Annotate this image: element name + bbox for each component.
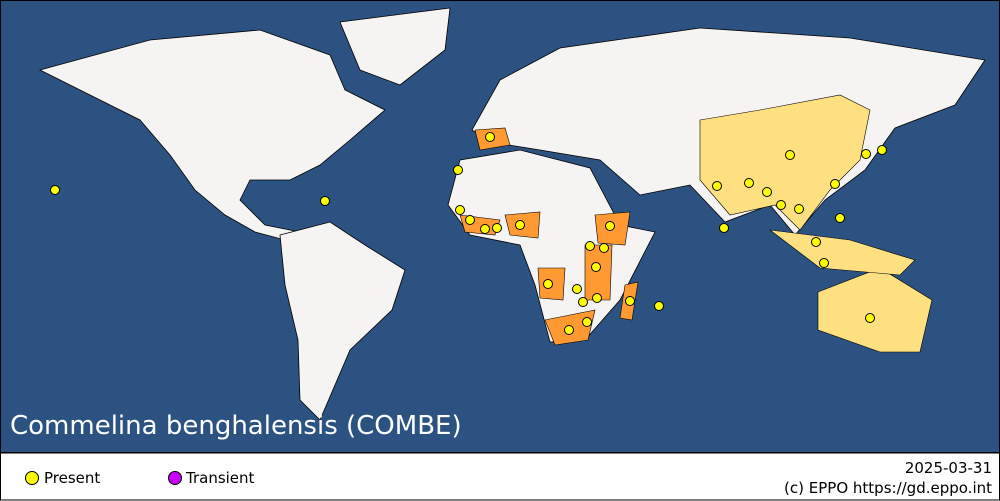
marker (485, 132, 495, 142)
legend-swatch (25, 471, 39, 485)
marker (480, 224, 490, 234)
marker (585, 241, 595, 251)
marker (320, 196, 330, 206)
marker (465, 215, 475, 225)
marker (50, 185, 60, 195)
legend-strip (0, 452, 1000, 501)
marker (835, 213, 845, 223)
indonesia (768, 229, 916, 276)
marker (572, 284, 582, 294)
north-america (38, 29, 386, 241)
marker (543, 279, 553, 289)
marker (654, 301, 664, 311)
map-date: 2025-03-31 (905, 459, 992, 477)
marker (564, 325, 574, 335)
copyright: (c) EPPO https://gd.eppo.int (784, 479, 992, 497)
marker (785, 150, 795, 160)
marker (877, 145, 887, 155)
marker (578, 297, 588, 307)
marker (762, 187, 772, 197)
asia-present (699, 94, 871, 231)
marker (744, 178, 754, 188)
marker (712, 181, 722, 191)
legend-swatch (168, 471, 182, 485)
marker (794, 204, 804, 214)
marker (830, 179, 840, 189)
marker (865, 313, 875, 323)
marker (599, 243, 609, 253)
greenland (339, 7, 451, 86)
marker (605, 221, 615, 231)
marker (819, 258, 829, 268)
legend-label: Transient (185, 469, 255, 487)
map-title: Commelina benghalensis (COMBE) (10, 411, 462, 441)
marker (776, 200, 786, 210)
marker (719, 223, 729, 233)
marker (861, 149, 871, 159)
marker (591, 262, 601, 272)
marker (515, 220, 525, 230)
marker (453, 165, 463, 175)
marker (592, 293, 602, 303)
present-markers (50, 132, 887, 335)
legend-label: Present (44, 469, 100, 487)
marker (811, 237, 821, 247)
marker (492, 223, 502, 233)
marker (455, 205, 465, 215)
marker (582, 317, 592, 327)
east-africa (584, 244, 613, 301)
marker (625, 296, 635, 306)
south-america (279, 221, 406, 421)
